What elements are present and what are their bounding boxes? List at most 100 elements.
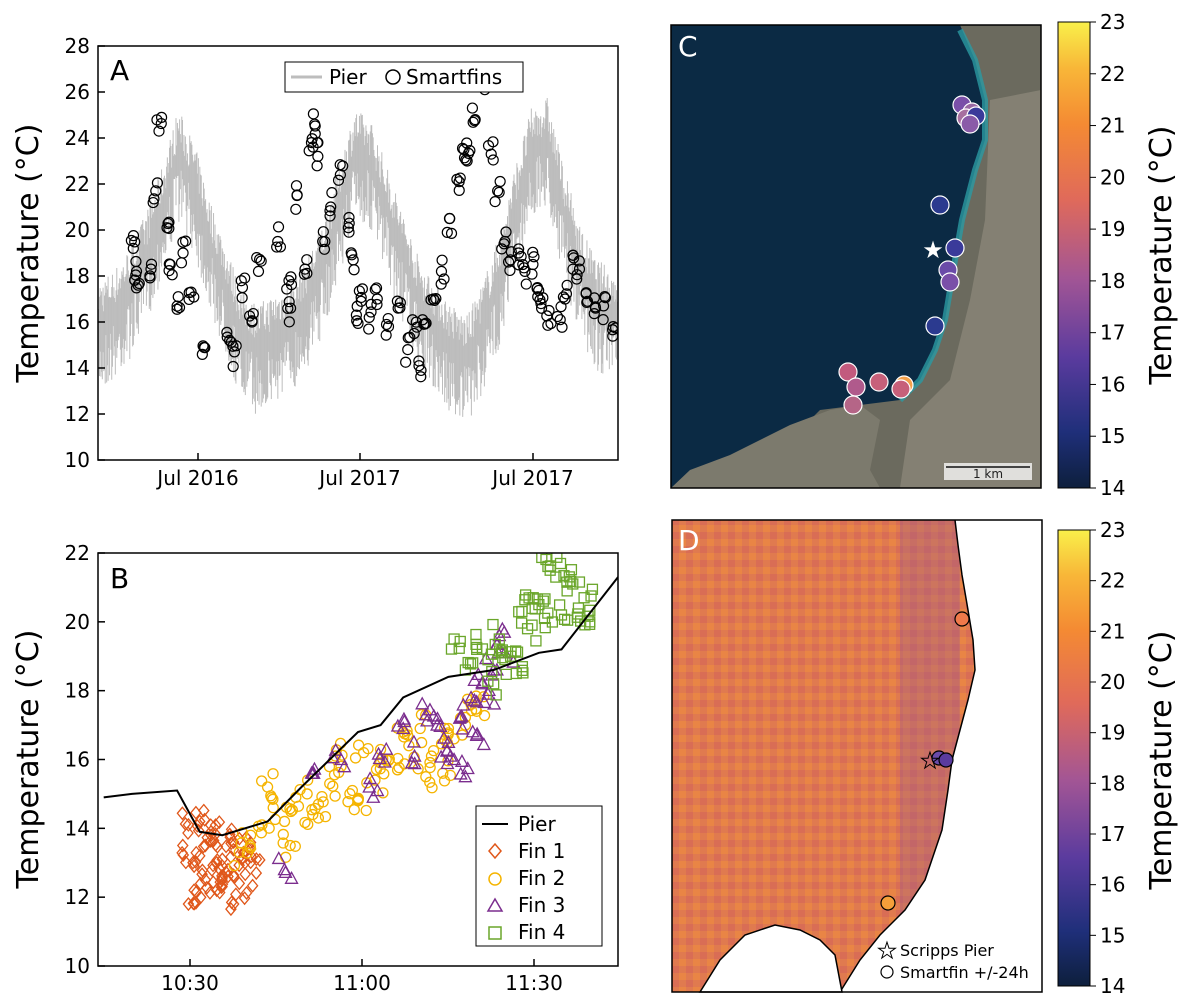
fin1-point [187,896,200,911]
fin2-point [415,736,428,749]
b-ytick-label: 10 [65,954,90,978]
scale-bar-label: 1 km [973,467,1003,481]
smartfin-point [370,282,383,294]
smartfin-point [177,247,189,259]
fin1-point [250,852,263,867]
fin2-point [312,812,325,824]
fin1-point [188,883,200,898]
fin2-point [307,808,319,821]
fin3-point [430,711,445,725]
smartfin-point [151,177,164,189]
fin4-point [529,603,541,615]
smartfin-point [312,136,324,149]
smartfin-point [317,226,329,238]
fin4-point [539,621,551,634]
panel-c-frame [670,24,1042,489]
legend-smartfin-label: Smartfin +/-24h [900,963,1029,982]
legend-fin4-marker [488,926,502,940]
a-ytick-label: 24 [65,126,90,150]
fin1-point [216,871,228,886]
fin1-point [204,833,217,848]
a-ytick-label: 10 [65,448,90,472]
smartfin-point [309,120,321,132]
b-ytick-label: 22 [65,541,90,565]
smartfin-point [129,236,141,248]
colorbar-d-tick-label: 19 [1100,721,1125,745]
smartfin-point [173,301,186,314]
legend-fin2-marker [488,872,502,886]
smartfin-point [513,243,525,255]
smartfin-point [197,340,209,352]
fin4-point [490,689,502,701]
smartfin-point [560,288,573,300]
b-ytick-label: 12 [65,885,90,909]
smartfin-point [236,281,249,294]
smartfin-point [221,331,233,343]
smartfin-point [482,139,495,152]
smartfin-point [520,278,532,290]
fin3-point [471,667,486,681]
fin4-point [505,646,517,658]
fin2-point [349,752,362,764]
fin3-point [379,741,394,755]
smartfin-point [430,292,442,305]
fin2-point [302,818,314,831]
panel-b-xticks: 10:30 11:00 11:30 [161,959,563,995]
panel-b-yticks: 10 12 14 16 18 20 22 [65,541,105,978]
fin1-point [199,838,212,853]
smartfin-point [512,247,525,259]
smartfin-point [400,356,412,368]
colorbar-c-tick-label: 17 [1100,321,1125,345]
fin2-point [289,840,301,852]
fin3-point [454,753,470,767]
fin1-point [209,837,222,852]
smartfin-point [408,327,420,340]
smartfin-point [130,255,142,268]
panel-b-ylabel: Temperature (°C) [11,630,46,890]
fin4-point [544,564,556,576]
fin2-point [284,803,296,815]
smartfin-point [428,294,441,307]
fin3-point [390,718,405,732]
smartfin-point [435,278,447,290]
fin1-point [201,830,214,845]
smartfin-point [557,291,570,303]
smartfin-point [355,291,367,304]
a-ytick-label: 18 [65,264,90,288]
smartfin-point [535,298,547,310]
fin4-point [537,595,549,607]
smartfin-point [127,230,140,242]
fin1-point [253,852,266,867]
fin1-point [240,885,253,900]
smartfin-point [228,346,241,358]
a-xtick-label: Jul 2017 [317,466,400,490]
fin1-point [222,862,234,877]
smartfin-point [163,258,175,270]
fin2-point [236,827,249,839]
fin2-point [286,804,298,816]
fin1-point [179,855,192,870]
fin1-point [182,825,194,841]
c-point [843,395,863,415]
fin3-point [415,696,430,710]
smartfin-point [589,301,601,313]
fin2-point [256,775,268,787]
fin2-point [478,691,490,703]
d-smartfin-marker [938,752,954,768]
fin4-point [493,633,505,645]
smartfin-point [610,322,618,334]
colorbar-d-tick-label: 17 [1100,822,1125,846]
fin4-point [542,607,554,619]
smartfin-point [394,302,406,314]
fin1-point [228,869,240,884]
fin1-point [213,861,225,876]
smartfin-point [502,256,515,268]
smartfin-point [460,154,472,166]
c-point [930,195,950,215]
smartfin-point [227,360,239,373]
fin1-point [182,817,195,832]
fin4-point [551,553,563,563]
smartfin-point [453,184,465,196]
panel-a: Temperature (°C) 10 12 14 16 18 20 22 24 26 28 Ju… [11,34,619,490]
